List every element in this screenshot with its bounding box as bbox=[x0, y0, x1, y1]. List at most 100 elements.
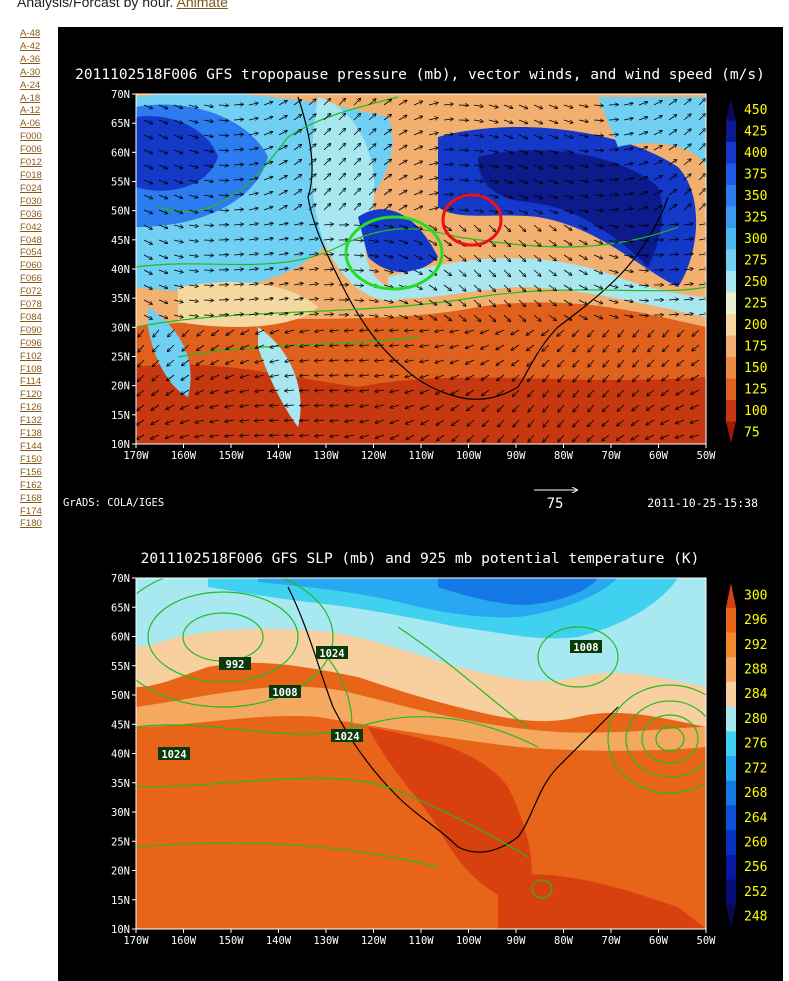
forecast-link-f096[interactable]: F096 bbox=[20, 337, 42, 349]
wind-vector bbox=[578, 254, 587, 259]
wind-vector bbox=[143, 119, 152, 124]
wind-vector bbox=[383, 190, 391, 196]
forecast-link-f030[interactable]: F030 bbox=[20, 195, 42, 207]
wind-vector bbox=[548, 269, 556, 276]
forecast-link-f132[interactable]: F132 bbox=[20, 415, 42, 427]
wind-vector bbox=[263, 177, 272, 181]
forecast-link-f012[interactable]: F012 bbox=[20, 157, 42, 169]
wind-vector bbox=[518, 209, 527, 213]
forecast-link-f054[interactable]: F054 bbox=[20, 247, 42, 259]
forecast-link-f018[interactable]: F018 bbox=[20, 169, 42, 181]
wind-vector bbox=[563, 209, 573, 213]
wind-vector bbox=[218, 135, 228, 136]
forecast-link-a-06[interactable]: A-06 bbox=[20, 118, 41, 130]
wind-vector bbox=[182, 374, 190, 380]
wind-vector bbox=[443, 284, 451, 291]
wind-vector bbox=[458, 254, 466, 261]
wind-vector bbox=[158, 119, 167, 124]
forecast-link-f108[interactable]: F108 bbox=[20, 363, 42, 375]
wind-vector bbox=[330, 435, 340, 437]
wind-vector bbox=[435, 330, 445, 332]
forecast-link-f072[interactable]: F072 bbox=[20, 286, 42, 298]
wind-vector bbox=[452, 419, 460, 426]
wind-vector bbox=[468, 434, 475, 441]
wind-vector bbox=[390, 404, 400, 408]
wind-vector bbox=[450, 344, 460, 348]
forecast-link-f162[interactable]: F162 bbox=[20, 479, 42, 491]
forecast-link-f120[interactable]: F120 bbox=[20, 389, 42, 401]
forecast-link-f114[interactable]: F114 bbox=[20, 376, 42, 388]
forecast-link-a-42[interactable]: A-42 bbox=[20, 40, 41, 52]
wind-vector bbox=[197, 359, 205, 365]
forecast-link-a-30[interactable]: A-30 bbox=[20, 66, 41, 78]
wind-vector bbox=[338, 174, 345, 181]
slp-label: 1024 bbox=[319, 648, 344, 660]
wind-vector bbox=[225, 420, 235, 422]
wind-vector bbox=[533, 269, 541, 276]
forecast-link-a-18[interactable]: A-18 bbox=[20, 92, 41, 104]
forecast-link-f036[interactable]: F036 bbox=[20, 208, 42, 220]
forecast-link-f024[interactable]: F024 bbox=[20, 182, 42, 194]
forecast-link-f006[interactable]: F006 bbox=[20, 144, 42, 156]
wind-vector bbox=[573, 419, 580, 427]
forecast-link-f174[interactable]: F174 bbox=[20, 505, 42, 517]
wind-vector bbox=[451, 359, 460, 363]
forecast-link-f078[interactable]: F078 bbox=[20, 299, 42, 311]
wind-vector bbox=[617, 404, 625, 411]
wind-vector bbox=[143, 239, 152, 244]
forecast-link-f084[interactable]: F084 bbox=[20, 311, 42, 323]
forecast-link-f102[interactable]: F102 bbox=[20, 350, 42, 362]
wind-vector bbox=[518, 179, 527, 183]
forecast-link-f144[interactable]: F144 bbox=[20, 441, 42, 452]
forecast-link-f000[interactable]: F000 bbox=[20, 131, 42, 143]
forecast-link-f150[interactable]: F150 bbox=[20, 453, 42, 465]
wind-vector bbox=[488, 284, 495, 291]
forecast-link-f138[interactable]: F138 bbox=[20, 428, 42, 440]
forecast-link-f048[interactable]: F048 bbox=[20, 234, 42, 246]
colorbar-label: 272 bbox=[744, 761, 767, 776]
forecast-link-f126[interactable]: F126 bbox=[20, 402, 42, 414]
wind-vector bbox=[593, 120, 603, 121]
wind-vector bbox=[443, 299, 451, 306]
wind-vector bbox=[345, 345, 355, 346]
wind-vector bbox=[420, 360, 430, 362]
wind-vector bbox=[608, 180, 618, 181]
wind-vector bbox=[248, 224, 258, 225]
forecast-link-f066[interactable]: F066 bbox=[20, 273, 42, 285]
wind-vector bbox=[168, 344, 175, 351]
forecast-link-f168[interactable]: F168 bbox=[20, 492, 42, 504]
wind-vector bbox=[353, 285, 363, 286]
forecast-link-a-48[interactable]: A-48 bbox=[20, 28, 41, 39]
wind-vector bbox=[240, 390, 250, 392]
wind-vector bbox=[398, 160, 407, 166]
wind-vector bbox=[181, 419, 190, 423]
colorbar-swatch bbox=[726, 400, 736, 422]
forecast-link-a-12[interactable]: A-12 bbox=[20, 105, 41, 117]
colorbar-swatch bbox=[726, 421, 736, 443]
wind-vector bbox=[390, 360, 400, 361]
wind-vector bbox=[308, 224, 318, 225]
forecast-link-a-36[interactable]: A-36 bbox=[20, 53, 41, 65]
wind-vector bbox=[638, 315, 648, 316]
forecast-link-f090[interactable]: F090 bbox=[20, 324, 42, 336]
wind-vector bbox=[138, 374, 145, 381]
wind-vector bbox=[473, 269, 481, 276]
wind-vector bbox=[233, 134, 243, 135]
wind-vector bbox=[533, 254, 541, 261]
forecast-link-f060[interactable]: F060 bbox=[20, 260, 42, 272]
wind-vector bbox=[647, 404, 655, 410]
forecast-link-f156[interactable]: F156 bbox=[20, 466, 42, 478]
animate-link[interactable]: Animate bbox=[176, 0, 228, 10]
colorbar-swatch bbox=[726, 206, 736, 229]
wind-vector bbox=[428, 118, 438, 120]
wind-vector bbox=[558, 374, 565, 382]
forecast-link-a-24[interactable]: A-24 bbox=[20, 79, 41, 91]
wind-vector bbox=[497, 359, 505, 365]
forecast-link-f180[interactable]: F180 bbox=[20, 518, 42, 530]
top-lat-labels: 70N 65N 60N 55N 50N 45N 40N 35N 30N 25N 20N 15N 10N bbox=[111, 89, 136, 451]
wind-vector bbox=[278, 146, 287, 151]
wind-vector bbox=[518, 284, 525, 291]
wind-vector bbox=[405, 330, 415, 331]
wind-vector bbox=[668, 314, 678, 315]
forecast-link-f042[interactable]: F042 bbox=[20, 221, 42, 233]
